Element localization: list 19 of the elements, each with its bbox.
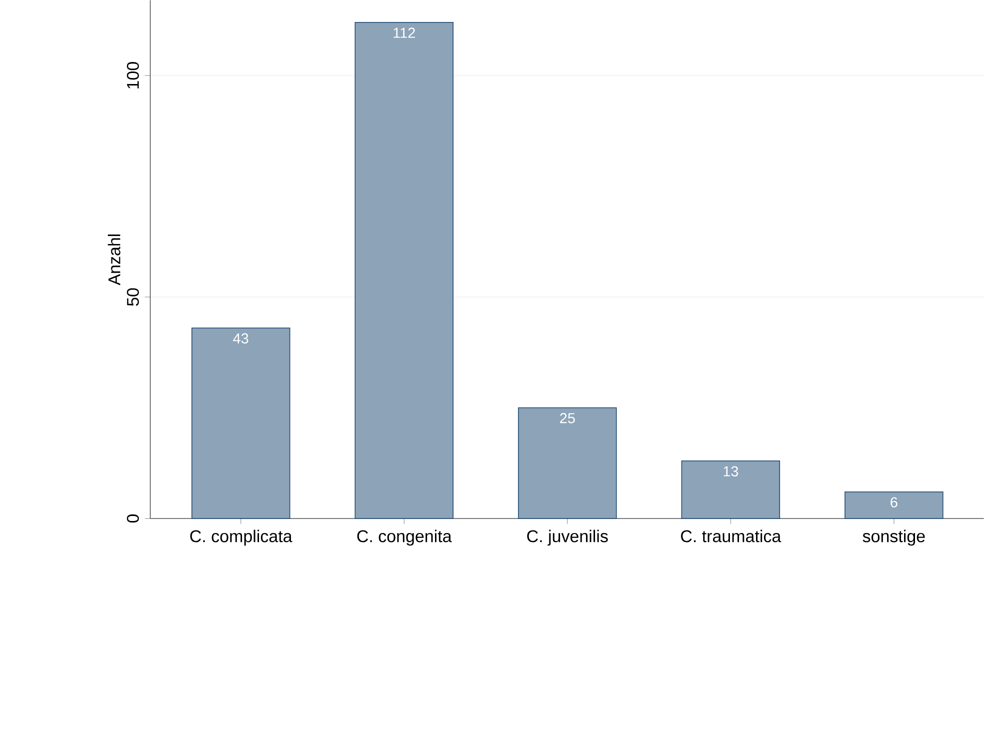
bar [681,460,780,520]
bar [191,328,290,520]
x-tick-label: sonstige [862,530,925,546]
y-tick-label: 50 [126,288,139,306]
y-tick-label: 0 [126,514,139,523]
x-tick-label: C. traumatica [681,530,782,542]
bar [354,22,454,520]
bar [844,492,944,520]
data-label: 13 [724,466,738,477]
x-tick-label: C. complicata [190,530,292,546]
x-tick-label: C. congenita [357,530,452,546]
y-axis-title: Anzahl [108,234,120,286]
bar [518,408,617,520]
data-label: 6 [890,497,898,508]
x-tick-label: C. juvenilis [527,530,608,546]
data-label: 112 [394,28,415,38]
data-label: 25 [560,413,575,424]
y-tick-label: 100 [126,62,139,89]
data-label: 43 [233,334,248,344]
